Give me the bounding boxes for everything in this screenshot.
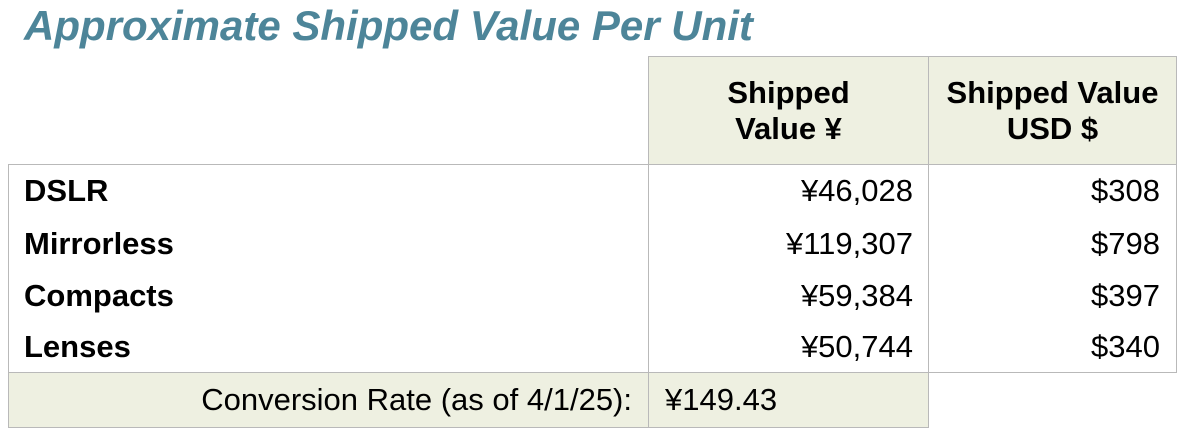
header-text: Shipped Value USD $: [946, 74, 1159, 146]
value-cell: $308: [928, 164, 1177, 218]
row-label: Mirrorless: [24, 226, 174, 261]
value-cell: ¥50,744: [648, 322, 929, 372]
sheet-title: Approximate Shipped Value Per Unit: [24, 2, 753, 49]
value-cell: ¥46,028: [648, 164, 929, 218]
footer-value: ¥149.43: [648, 372, 929, 428]
value-cell: ¥119,307: [648, 218, 929, 270]
header-text: Shipped Value ¥: [727, 74, 850, 146]
row-label: Lenses: [24, 329, 131, 364]
row-label: Compacts: [24, 278, 174, 313]
footer-label: Conversion Rate (as of 4/1/25):: [8, 372, 649, 428]
value-cell: ¥59,384: [648, 270, 929, 322]
row-label: DSLR: [24, 173, 109, 208]
column-header: Shipped Value ¥: [648, 56, 929, 165]
value-cell: $397: [928, 270, 1177, 322]
value-cell: $340: [928, 322, 1177, 372]
column-header: Shipped Value USD $: [928, 56, 1177, 165]
value-cell: $798: [928, 218, 1177, 270]
